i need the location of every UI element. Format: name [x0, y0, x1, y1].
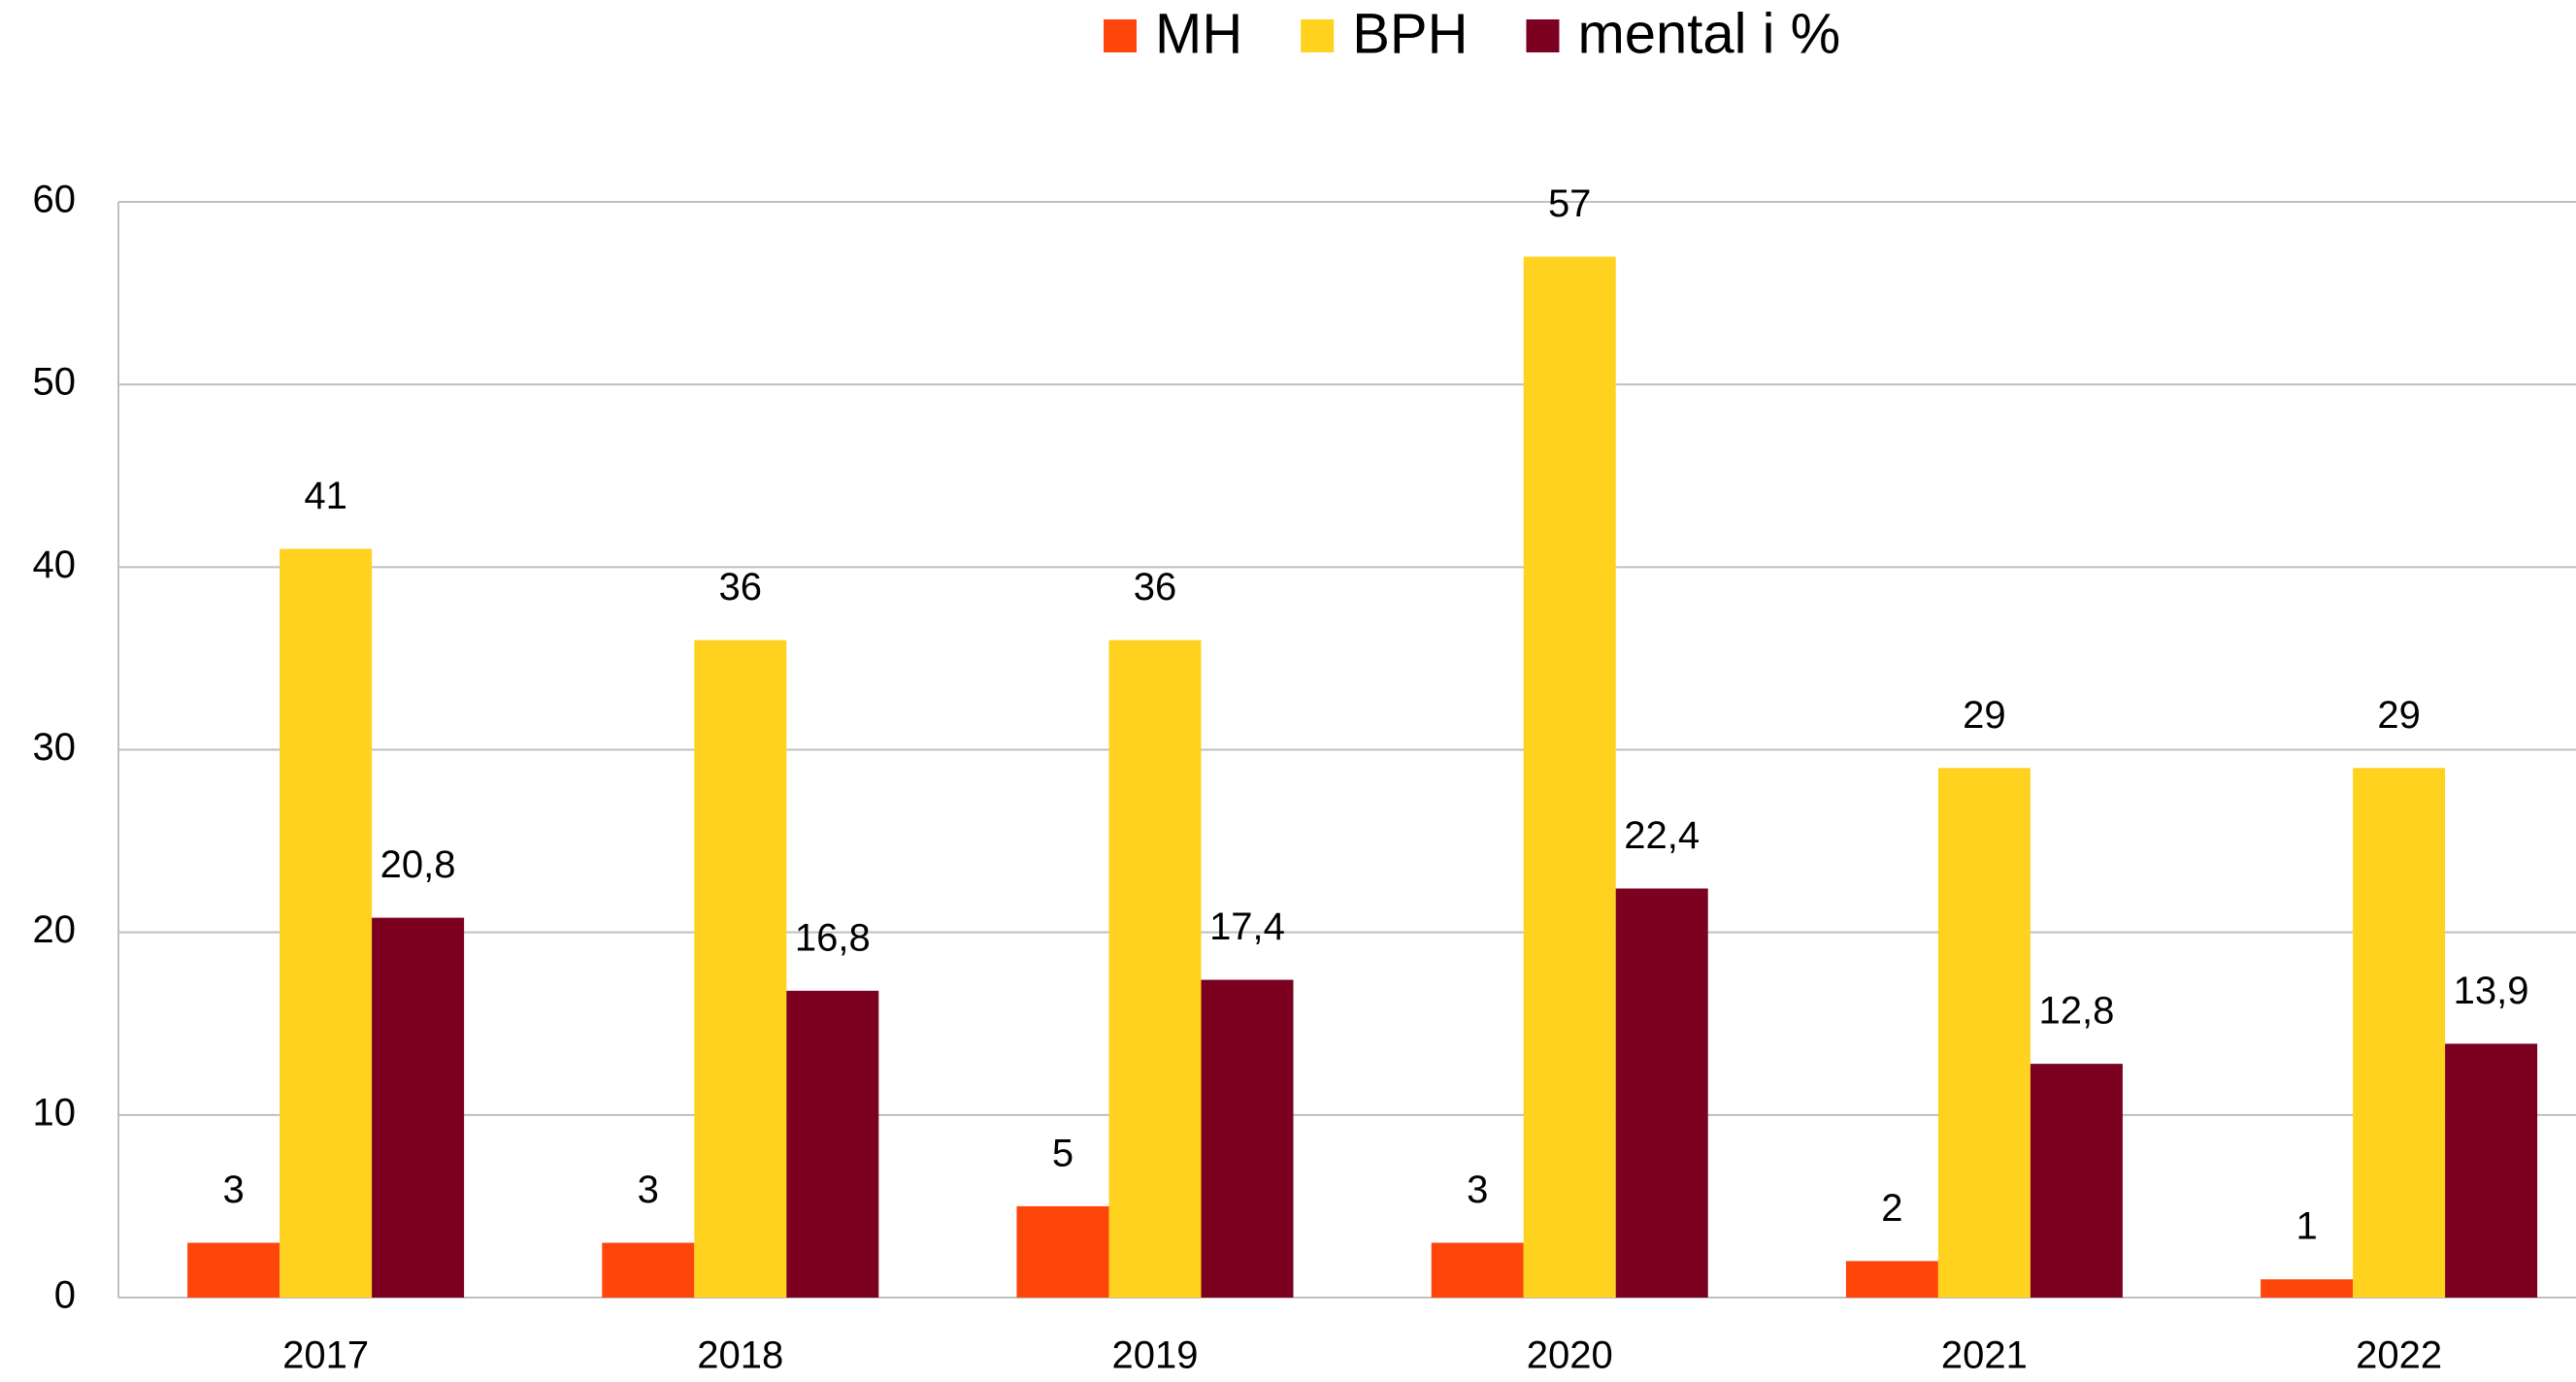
data-label: 1: [2295, 1205, 2317, 1248]
legend-label: BPH: [1352, 2, 1468, 65]
y-tick-label: 20: [33, 908, 77, 951]
bar: [1108, 640, 1202, 1298]
data-label: 2: [1881, 1187, 1902, 1230]
bar: [1615, 888, 1708, 1298]
bar: [372, 917, 465, 1298]
data-label: 29: [1963, 694, 2006, 737]
x-tick-label: 2017: [282, 1334, 369, 1377]
bar: [280, 548, 373, 1298]
bar: [1845, 1261, 1938, 1298]
data-label: 3: [222, 1168, 244, 1211]
data-label: 57: [1548, 182, 1592, 225]
bar: [602, 1242, 695, 1298]
bar: [786, 990, 879, 1298]
data-label: 5: [1052, 1132, 1073, 1174]
legend-swatch: [1526, 19, 1560, 52]
legend-swatch: [1104, 19, 1137, 52]
bar: [1016, 1205, 1109, 1298]
data-label: 17,4: [1209, 905, 1285, 948]
data-label: 12,8: [2038, 990, 2114, 1033]
bar: [694, 640, 787, 1298]
data-label: 36: [1134, 566, 1177, 609]
bar: [2030, 1064, 2123, 1298]
data-label: 20,8: [380, 843, 456, 886]
legend-swatch: [1301, 19, 1335, 52]
x-tick-label: 2018: [697, 1334, 783, 1377]
bar: [187, 1242, 281, 1298]
data-label: 41: [304, 475, 347, 517]
y-tick-label: 60: [33, 179, 77, 221]
data-label: 22,4: [1624, 814, 1700, 857]
bar: [1937, 768, 2031, 1298]
legend-label: MH: [1155, 2, 1242, 65]
y-tick-label: 50: [33, 361, 77, 404]
x-tick-label: 2021: [1941, 1334, 2028, 1377]
bar: [2353, 768, 2446, 1298]
legend-label: mental i %: [1577, 2, 1840, 65]
x-tick-label: 2019: [1112, 1334, 1199, 1377]
x-tick-label: 2020: [1527, 1334, 1613, 1377]
data-label: 16,8: [795, 916, 871, 959]
x-tick-label: 2022: [2356, 1334, 2442, 1377]
bar: [2261, 1279, 2354, 1298]
data-label: 29: [2377, 694, 2421, 737]
data-label: 13,9: [2454, 970, 2529, 1012]
y-tick-label: 10: [33, 1091, 77, 1134]
bar: [2445, 1043, 2538, 1298]
bar: [1431, 1242, 1524, 1298]
data-label: 3: [1467, 1168, 1488, 1211]
bar: [1201, 979, 1294, 1298]
data-label: 3: [638, 1168, 659, 1211]
data-label: 36: [719, 566, 763, 609]
y-tick-label: 30: [33, 726, 77, 769]
y-tick-label: 40: [33, 543, 77, 586]
y-tick-label: 0: [54, 1274, 76, 1317]
bar: [1523, 256, 1616, 1299]
